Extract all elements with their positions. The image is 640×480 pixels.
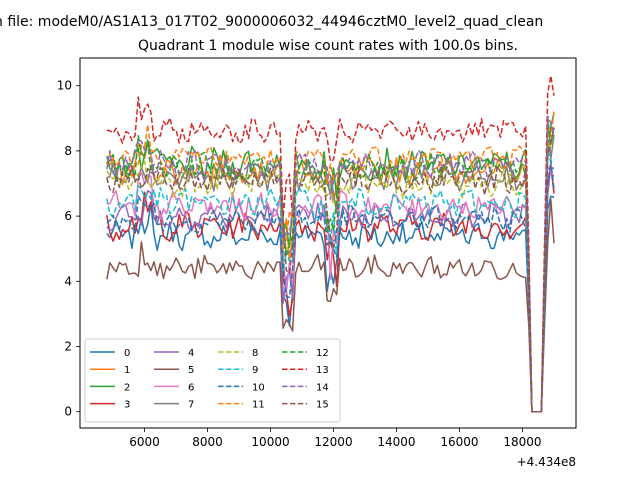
axes-frame <box>79 57 577 429</box>
x-tick-label: 10000 <box>251 435 289 449</box>
series-line-6 <box>106 166 555 413</box>
y-tick-label: 8 <box>64 144 72 158</box>
legend-label-10: 10 <box>252 382 265 393</box>
y-tick-label: 10 <box>57 79 72 93</box>
series-line-12 <box>106 117 555 413</box>
x-tick-label: 6000 <box>129 435 160 449</box>
y-tick-label: 2 <box>64 340 72 354</box>
legend-label-1: 1 <box>124 365 130 376</box>
x-offset-label: +4.434e8 <box>517 455 576 469</box>
legend-box <box>84 338 341 423</box>
legend-label-8: 8 <box>252 348 258 359</box>
x-tick-label: 16000 <box>440 435 478 449</box>
legend-label-12: 12 <box>316 348 329 359</box>
x-tick-label: 18000 <box>503 435 541 449</box>
legend-label-4: 4 <box>188 348 194 359</box>
chart-title: Quadrant 1 module wise count rates with … <box>138 38 518 54</box>
legend-label-9: 9 <box>252 365 258 376</box>
legend-label-0: 0 <box>124 348 130 359</box>
legend-label-6: 6 <box>188 382 194 393</box>
y-tick-label: 4 <box>64 274 72 288</box>
y-tick-label: 0 <box>64 405 72 419</box>
x-tick-label: 8000 <box>192 435 223 449</box>
x-tick-label: 14000 <box>377 435 415 449</box>
y-axis: 0 2 4 6 8 10 <box>57 79 80 419</box>
x-axis: 6000 8000 10000 12000 14000 16000 18000 <box>129 428 542 449</box>
legend-label-3: 3 <box>124 400 130 411</box>
legend-label-15: 15 <box>316 400 329 411</box>
series-line-8 <box>106 127 555 413</box>
legend-label-5: 5 <box>188 365 194 376</box>
legend-label-2: 2 <box>124 382 130 393</box>
legend-label-7: 7 <box>188 400 194 411</box>
series-line-9 <box>106 148 555 413</box>
series-line-15 <box>106 127 555 413</box>
series-layer <box>106 75 555 413</box>
y-tick-label: 6 <box>64 209 72 223</box>
series-line-10 <box>106 160 555 413</box>
series-line-7 <box>106 116 555 413</box>
legend-label-14: 14 <box>316 382 329 393</box>
series-line-11 <box>106 111 555 413</box>
series-line-5 <box>106 198 555 413</box>
series-line-14 <box>106 115 555 413</box>
x-tick-label: 12000 <box>314 435 352 449</box>
legend-label-13: 13 <box>316 365 329 376</box>
legend-label-11: 11 <box>252 400 265 411</box>
suptitle: n file: modeM0/AS1A13_017T02_9000006032_… <box>0 14 543 30</box>
